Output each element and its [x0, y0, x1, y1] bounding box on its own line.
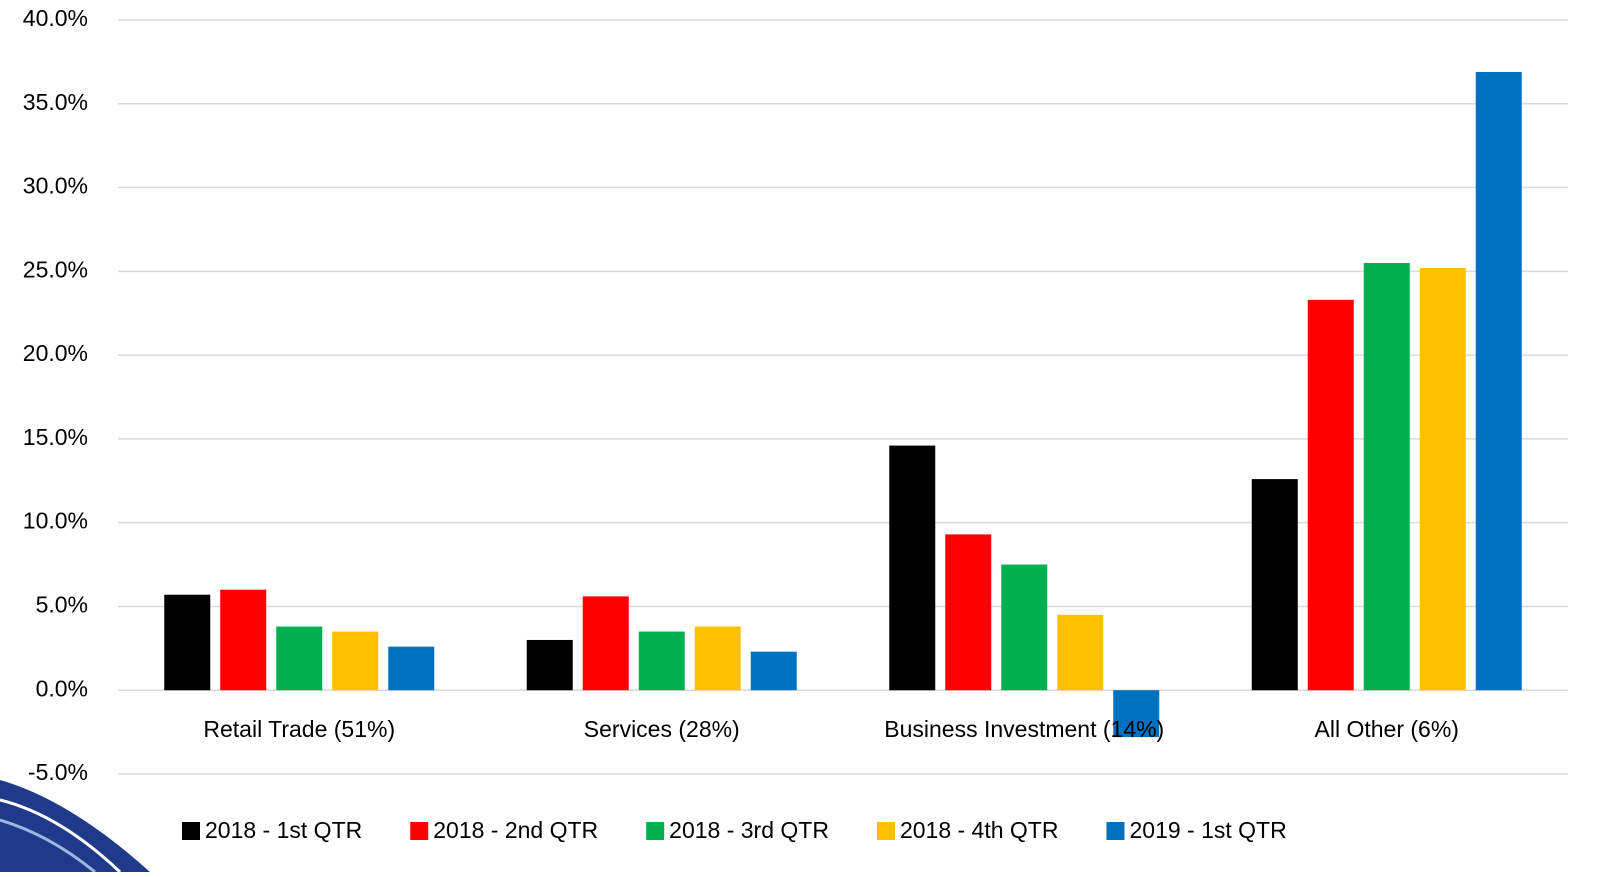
y-tick-label: 10.0% — [23, 508, 88, 534]
y-tick-label: 30.0% — [23, 173, 88, 199]
bar — [276, 627, 322, 691]
y-tick-label: 40.0% — [23, 5, 88, 31]
bar — [388, 647, 434, 691]
bar — [527, 640, 573, 690]
x-tick-label: All Other (6%) — [1315, 716, 1459, 742]
y-tick-label: 20.0% — [23, 340, 88, 366]
legend-swatch — [646, 822, 664, 840]
y-tick-label: 15.0% — [23, 424, 88, 450]
y-tick-label: 0.0% — [36, 675, 88, 701]
bar — [1364, 263, 1410, 690]
legend-label: 2018 - 3rd QTR — [669, 817, 829, 843]
y-tick-label: -5.0% — [28, 759, 88, 785]
legend-swatch — [182, 822, 200, 840]
legend-swatch — [410, 822, 428, 840]
bar — [1476, 72, 1522, 690]
chart: -5.0% 0.0% 5.0% 10.0% 15.0% 20.0% 25.0% 30.0% 35… — [0, 0, 1619, 872]
y-tick-label: 35.0% — [23, 89, 88, 115]
bar — [1420, 268, 1466, 690]
bar — [1252, 479, 1298, 690]
x-tick-label: Retail Trade (51%) — [203, 716, 395, 742]
legend-label: 2018 - 2nd QTR — [433, 817, 598, 843]
bar — [945, 534, 991, 690]
bar — [751, 652, 797, 691]
x-tick-label: Business Investment (14%) — [884, 716, 1164, 742]
bar — [332, 632, 378, 691]
bar — [695, 627, 741, 691]
y-tick-label: 5.0% — [36, 592, 88, 618]
legend-swatch — [1106, 822, 1124, 840]
legend-label: 2018 - 1st QTR — [205, 817, 362, 843]
bar — [220, 590, 266, 691]
legend-label: 2019 - 1st QTR — [1129, 817, 1286, 843]
bar — [889, 446, 935, 691]
bar — [1057, 615, 1103, 690]
legend-swatch — [877, 822, 895, 840]
x-tick-label: Services (28%) — [584, 716, 740, 742]
bar — [164, 595, 210, 691]
bar — [583, 596, 629, 690]
decoration — [0, 780, 150, 872]
bar — [1001, 565, 1047, 691]
legend-label: 2018 - 4th QTR — [900, 817, 1059, 843]
bar — [1308, 300, 1354, 690]
y-tick-label: 25.0% — [23, 256, 88, 282]
bar — [639, 632, 685, 691]
